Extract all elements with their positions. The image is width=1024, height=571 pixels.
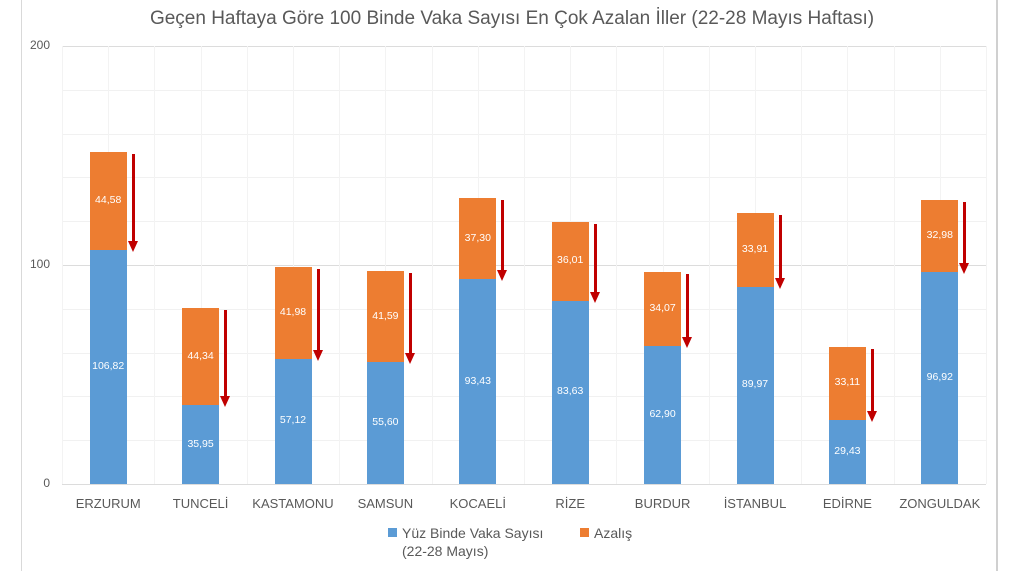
- x-label-kocaeli̇: KOCAELİ: [449, 496, 506, 511]
- bar-segment-cases: [551, 300, 589, 484]
- data-label-cases: 83,63: [557, 385, 584, 398]
- data-label-decrease: 44,58: [95, 194, 122, 207]
- data-label-cases: 62,90: [649, 408, 676, 421]
- gridline-v: [339, 46, 341, 484]
- gridline-v: [986, 46, 987, 484]
- bar-segment-cases: [89, 250, 127, 484]
- gridline-v: [708, 46, 710, 484]
- legend-label-cases: Yüz Binde Vaka Sayısı: [402, 525, 544, 541]
- bar-segment-decrease: [459, 197, 497, 280]
- gridline-v: [293, 46, 294, 484]
- x-label-i̇stanbul: İSTANBUL: [723, 496, 787, 511]
- gridline-v: [246, 46, 248, 484]
- data-label-cases: 57,12: [279, 414, 307, 427]
- data-label-decrease: 36,01: [557, 254, 584, 267]
- gridline-v: [431, 46, 433, 484]
- gridline-v: [62, 46, 63, 484]
- data-label-cases: 55,60: [372, 416, 399, 429]
- legend-item-decrease: Azalış: [580, 525, 632, 541]
- data-label-cases: 89,97: [741, 378, 769, 391]
- down-arrow-icon: [220, 310, 231, 408]
- bar-segment-cases: [366, 362, 404, 484]
- down-arrow-icon: [312, 268, 324, 361]
- down-arrow-icon: [497, 199, 508, 282]
- bar-segment-cases: [459, 279, 497, 484]
- bar-segment-cases: [182, 405, 220, 484]
- x-label-erzurum: ERZURUM: [75, 496, 141, 511]
- gridline-v: [801, 46, 803, 484]
- chart-frame-right-border: [996, 0, 998, 571]
- down-arrow-icon: [404, 273, 416, 365]
- x-label-tunceli̇: TUNCELİ: [172, 496, 229, 511]
- down-arrow-icon: [774, 214, 786, 289]
- legend-swatch-orange: [580, 528, 589, 537]
- bar-segment-cases: [736, 286, 774, 484]
- legend-swatch-blue: [388, 528, 397, 537]
- bar-segment-decrease: [736, 212, 774, 287]
- gridline-v: [200, 46, 202, 484]
- down-arrow-icon: [959, 201, 970, 274]
- bar-segment-decrease: [828, 347, 866, 420]
- legend-item-cases: Yüz Binde Vaka Sayısı (22-28 Mayıs): [388, 525, 543, 559]
- data-label-decrease: 44,34: [187, 349, 214, 362]
- data-label-decrease: 33,91: [741, 242, 769, 255]
- data-label-decrease: 41,98: [279, 305, 307, 318]
- y-tick-100: 100: [29, 257, 50, 271]
- x-label-samsun: SAMSUN: [357, 496, 414, 511]
- down-arrow-icon: [682, 273, 693, 349]
- gridline-h-0: [62, 484, 986, 485]
- bar-segment-cases: [921, 271, 959, 484]
- data-label-cases: 96,92: [926, 370, 953, 383]
- bar-segment-cases: [644, 346, 682, 484]
- data-label-cases: 35,95: [187, 437, 214, 450]
- gridline-v: [154, 46, 156, 484]
- x-label-burdur: BURDUR: [634, 496, 691, 511]
- bar-segment-decrease: [89, 152, 127, 251]
- data-label-decrease: 33,11: [834, 376, 861, 389]
- gridline-v: [616, 46, 618, 484]
- gridline-v: [893, 46, 895, 484]
- plot-area: 106,82 44,58 35,95 44,34 57,12 41,98 55,60 41,5…: [62, 46, 987, 485]
- bar-segment-decrease: [644, 271, 682, 347]
- gridline-v: [524, 46, 525, 484]
- bar-segment-decrease: [921, 199, 959, 272]
- gridline-v: [385, 46, 387, 484]
- gridline-v: [662, 46, 664, 484]
- x-label-kastamonu: KASTAMONU: [252, 496, 334, 511]
- data-label-cases: 29,43: [834, 444, 861, 457]
- bar-segment-cases: [828, 419, 866, 484]
- bar-segment-decrease: [182, 308, 220, 406]
- bar-segment-decrease: [551, 221, 589, 301]
- bar-segment-decrease: [366, 271, 404, 363]
- data-label-cases: 106,82: [92, 360, 125, 373]
- x-label-zonguldak: ZONGULDAK: [899, 496, 981, 511]
- legend-label-decrease: Azalış: [594, 525, 633, 541]
- legend-label-cases-dates: (22-28 Mayıs): [402, 543, 489, 559]
- y-tick-0: 0: [43, 476, 50, 490]
- down-arrow-icon: [866, 349, 878, 422]
- x-label-edi̇rne: EDİRNE: [822, 496, 872, 511]
- y-tick-200: 200: [29, 38, 50, 52]
- bar-segment-cases: [274, 358, 312, 484]
- data-label-decrease: 32,98: [926, 228, 953, 241]
- x-label-ri̇ze: RİZE: [555, 496, 585, 511]
- data-label-decrease: 41,59: [372, 309, 399, 322]
- gridline-v: [847, 46, 849, 484]
- bar-segment-decrease: [274, 266, 312, 359]
- data-label-decrease: 34,07: [649, 301, 676, 314]
- data-label-decrease: 37,30: [464, 231, 491, 244]
- chart-title: Geçen Haftaya Göre 100 Binde Vaka Sayısı…: [149, 8, 875, 29]
- data-label-cases: 93,43: [464, 374, 491, 387]
- chart-frame-left-border: [21, 0, 22, 571]
- down-arrow-icon: [589, 223, 601, 303]
- down-arrow-icon: [127, 154, 139, 253]
